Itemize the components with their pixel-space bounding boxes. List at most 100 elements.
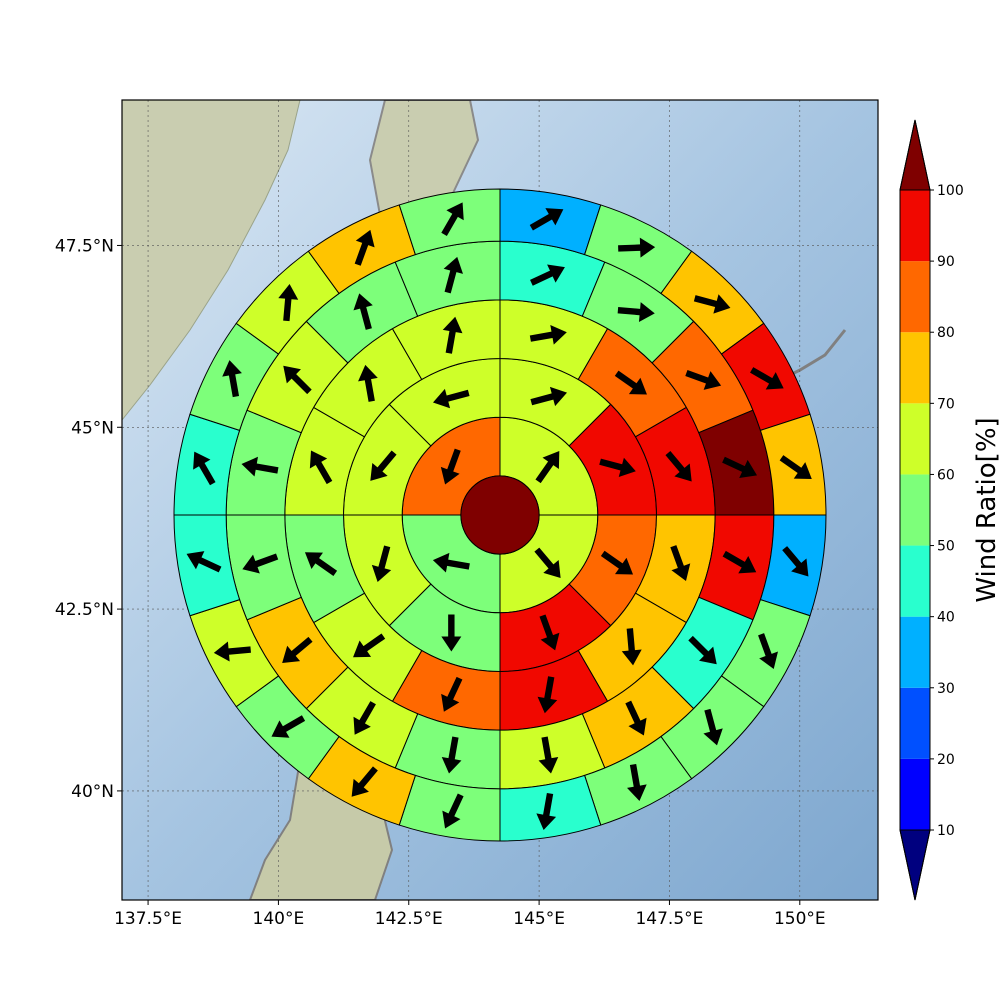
wind-arrow-ring5-1 [529,208,564,231]
x-tick-label: 140°E [253,909,305,929]
colorbar-tick-label: 30 [937,681,955,697]
wind-arrow-ring5-5 [779,455,812,479]
wind-arrow-ring3-6 [537,676,558,714]
wind-arrow-ring4-15 [353,293,373,330]
wind-arrow-ring1-4 [440,448,461,485]
wind-arrow-ring5-4 [750,367,784,390]
colorbar: 10 20 30 40 50 60 70 80 90 100 Wind Ratio[%] [899,119,1000,901]
colorbar-bin-2 [900,687,930,759]
colorbar-tick-label: 80 [937,325,955,341]
wind-arrow-ring5-3 [693,294,731,314]
sector-cells [173,188,827,842]
wind-arrow-ring4-9 [441,736,462,774]
wind-arrow-ring2-5 [441,614,462,652]
wind-arrow-ring4-10 [353,701,376,735]
y-tick-label: 42.5°N [55,600,114,620]
colorbar-bin-5 [900,474,930,546]
colorbar-tick-label: 100 [937,183,964,199]
colorbar-tick-label: 50 [937,539,955,555]
wind-arrow-ring4-7 [625,700,647,736]
colorbar-bin-4 [900,545,930,617]
wind-arrow-ring3-2 [614,370,647,395]
wind-arrow-ring5-8 [703,708,723,746]
wind-arrow-ring5-14 [213,641,251,662]
wind-arrow-ring5-19 [354,229,375,266]
wind-arrow-ring1-1 [535,451,560,484]
wind-arrow-ring3-4 [670,545,691,581]
wind-arrow-ring3-5 [621,628,642,666]
wind-arrow-ring3-12 [442,316,463,354]
y-tick-label: 45°N [71,418,114,438]
map-frame [121,99,879,901]
wind-arrow-ring1-3 [432,552,470,573]
wind-arrow-ring5-10 [536,792,557,830]
wind-arrow-ring4-2 [617,302,655,323]
colorbar-bin-8 [900,261,930,333]
colorbar-tick-label: 20 [937,752,955,768]
colorbar-extend-min [899,829,931,901]
wind-arrow-ring2-2 [599,457,636,478]
wind-arrow-ring3-9 [304,552,338,577]
wind-arrow-ring5-16 [193,451,216,486]
wind-arrow-ring5-15 [186,551,222,573]
wind-arrow-ring1-2 [534,547,561,578]
wind-arrow-ring4-1 [530,264,565,286]
colorbar-tick-label: 90 [937,254,955,270]
colorbar-bin-7 [900,332,930,404]
center-sector [460,475,540,555]
wind-arrow-ring4-12 [242,553,279,574]
wind-arrow-ring3-3 [665,451,692,482]
wind-arrow-ring5-6 [782,546,809,577]
wind-arrow-ring2-4 [539,614,560,651]
wind-arrow-ring4-16 [443,256,463,294]
wind-arrow-ring3-1 [529,324,567,345]
wind-arrow-ring4-11 [282,636,313,664]
y-tick-label: 40°N [71,782,114,802]
land-mainland-west [122,100,301,421]
wind-arrow-ring3-11 [358,364,378,402]
x-tick-label: 147.5°E [635,909,703,929]
wind-arrow-ring5-13 [271,715,306,738]
colorbar-bin-6 [900,403,930,475]
wind-arrow-ring4-4 [722,456,758,479]
colorbar-label: Wind Ratio[%] [972,417,1000,602]
wind-arrow-ring2-7 [370,450,397,481]
wind-arrow-ring3-8 [353,633,386,658]
wind-arrow-ring5-7 [758,633,778,670]
x-tick-label: 145°E [513,909,565,929]
colorbar-bin-9 [900,190,930,262]
colorbar-tick-label: 60 [937,467,955,483]
wind-arrow-ring2-3 [600,550,634,575]
wind-arrow-ring4-14 [283,365,312,395]
wind-arrow-ring4-13 [241,456,279,477]
wind-arrow-ring4-5 [722,550,757,574]
wind-arrow-ring5-17 [222,360,242,398]
wind-arrow-ring5-9 [627,763,647,801]
wind-arrow-ring5-2 [618,237,656,258]
colorbar-bin-3 [900,616,930,688]
colorbar-tick-label: 40 [937,610,955,626]
wind-arrow-ring2-8 [432,388,470,409]
x-tick-label: 142.5°E [375,909,443,929]
center-cell [460,475,540,555]
wind-arrow-ring2-6 [371,545,392,583]
wind-arrow-ring5-18 [278,283,299,322]
y-tick-label: 47.5°N [55,236,114,256]
wind-arrow-ring5-11 [442,793,464,829]
wind-arrow-ring2-1 [530,386,568,407]
wind-arrow-ring3-7 [441,676,463,712]
wind-arrow-ring5-12 [351,766,378,797]
colorbar-extend-max [899,119,931,191]
wind-arrow-ring4-3 [685,369,722,390]
wind-vectors [186,202,812,830]
x-tick-label: 137.5°E [114,909,182,929]
x-tick-label: 150°E [774,909,826,929]
x-axis-ticks: 137.5°E 140°E 142.5°E 145°E 147.5°E 150°E [114,900,826,929]
colorbar-bin-1 [900,758,930,830]
wind-arrow-ring5-20 [441,202,464,236]
colorbar-tick-label: 70 [937,396,955,412]
y-axis-ticks: 47.5°N 45°N 42.5°N 40°N [55,236,122,802]
wind-arrow-ring4-8 [538,736,559,774]
colorbar-tick-label: 10 [937,823,955,839]
